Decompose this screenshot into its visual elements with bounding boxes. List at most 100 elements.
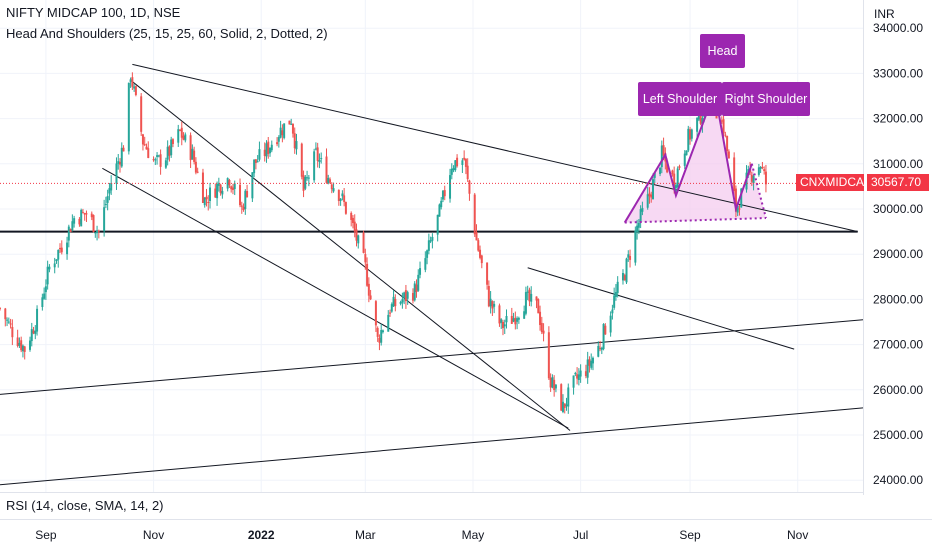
candle-body <box>662 145 665 156</box>
candle-body <box>516 318 519 322</box>
candle-body <box>466 165 469 180</box>
candle-body <box>221 190 224 195</box>
falling-channel-lower <box>102 167 569 429</box>
candle-body <box>537 299 540 314</box>
candle-body <box>689 129 692 140</box>
candle-body <box>18 342 21 346</box>
candle-body <box>659 167 662 174</box>
candle-body <box>120 147 123 167</box>
candle-body <box>687 128 690 151</box>
candle-body <box>763 169 766 172</box>
falling-channel-mid <box>527 267 795 350</box>
candle-body <box>293 133 296 149</box>
candle-body <box>133 86 136 89</box>
candle-body <box>750 174 753 182</box>
candle-body <box>577 374 580 381</box>
candle-body <box>440 200 443 208</box>
right-shoulder-label: Right Shoulder <box>722 82 810 116</box>
candle-body <box>69 229 72 233</box>
candle-body <box>242 206 245 211</box>
candle-body <box>443 190 446 197</box>
candle-body <box>157 155 160 157</box>
candle-body <box>32 330 35 334</box>
candle-body <box>604 325 607 335</box>
candle-body <box>387 314 390 332</box>
candle-body <box>246 191 249 198</box>
candle-body <box>9 323 12 325</box>
price-tick-label: 24000.00 <box>873 473 923 487</box>
candle-body <box>477 240 480 251</box>
candle-body <box>41 297 44 308</box>
candle-body <box>43 293 46 299</box>
rsi-legend[interactable]: RSI (14, close, SMA, 14, 2) <box>6 498 164 513</box>
candle-body <box>251 172 254 199</box>
candle-body <box>625 258 628 283</box>
candle-body <box>166 146 169 160</box>
candle-body <box>454 160 457 171</box>
candle-body <box>191 148 194 160</box>
candle-body <box>392 296 395 307</box>
candle-body <box>265 143 268 157</box>
candle-body <box>676 168 679 188</box>
candle-body <box>314 148 317 150</box>
candle-body <box>290 123 293 125</box>
candle-body <box>636 225 639 233</box>
candle-body <box>258 149 261 160</box>
candle-body <box>576 374 579 379</box>
candle-body <box>727 151 730 159</box>
candle-body <box>539 311 542 326</box>
candle-body <box>179 129 182 131</box>
time-tick-label: Sep <box>679 528 701 542</box>
time-axis: Sep Nov 2022 Mar May Jul Sep Nov <box>35 528 808 542</box>
candle-body <box>78 218 81 225</box>
time-tick-label: Nov <box>787 528 808 542</box>
price-tick-label: 34000.00 <box>873 21 923 35</box>
candle-body <box>639 209 642 223</box>
candle-body <box>616 281 619 293</box>
candle-body <box>233 183 236 190</box>
indicator-legend[interactable]: Head And Shoulders (25, 15, 25, 60, Soli… <box>6 26 328 41</box>
candle-body <box>60 247 63 253</box>
candle-body <box>528 289 531 302</box>
candle-body <box>572 375 575 388</box>
candle-body <box>30 329 33 342</box>
candle-body <box>678 166 681 168</box>
left-shoulder-label: Left Shoulder <box>638 82 722 116</box>
candle-body <box>170 139 173 156</box>
candle-body <box>609 315 612 333</box>
candle-body <box>29 340 32 350</box>
candle-body <box>203 197 206 206</box>
price-tick-label: 28000.00 <box>873 292 923 306</box>
time-tick-label: Jul <box>573 528 588 542</box>
candle-body <box>757 167 760 175</box>
candle-body <box>574 372 577 375</box>
candle-body <box>611 309 614 314</box>
candle-body <box>92 215 95 232</box>
candle-body <box>152 159 155 161</box>
candle-body <box>23 346 26 352</box>
candle-body <box>424 258 427 270</box>
price-axis: 34000.00 33000.00 32000.00 31000.00 30000.00… <box>873 21 923 487</box>
candle-body <box>53 263 56 268</box>
candle-body <box>480 255 483 264</box>
candle-body <box>724 134 727 136</box>
price-tick-label: 26000.00 <box>873 383 923 397</box>
candle-body <box>205 196 208 200</box>
candle-body <box>279 127 282 138</box>
candle-body <box>634 230 637 263</box>
candle-body <box>355 229 358 241</box>
candle-body <box>683 153 686 166</box>
candle-body <box>115 163 118 184</box>
candle-body <box>353 221 356 232</box>
candle-body <box>343 195 346 202</box>
candle-body <box>429 240 432 242</box>
candle-body <box>591 357 594 364</box>
candle-body <box>330 184 333 190</box>
candle-body <box>597 346 600 357</box>
candle-body <box>110 183 113 191</box>
candle-body <box>119 161 122 165</box>
last-price-tag: 30567.70 <box>867 174 929 192</box>
candle-body <box>380 330 383 343</box>
candle-body <box>16 337 19 346</box>
candle-body <box>313 151 316 181</box>
